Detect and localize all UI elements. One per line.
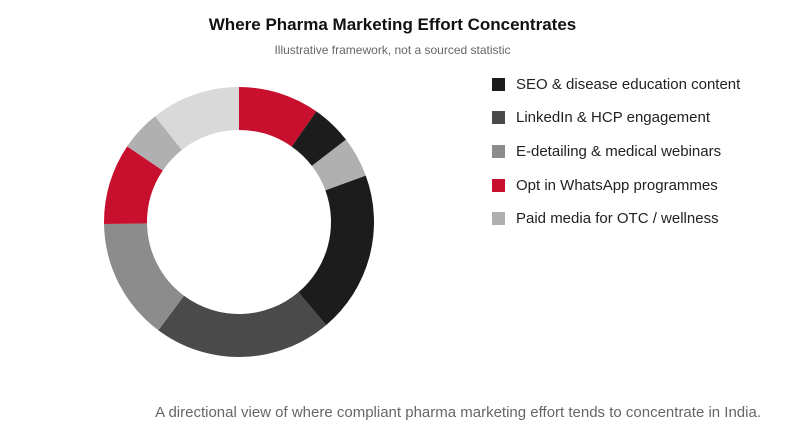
legend-swatch xyxy=(492,212,505,226)
legend-swatch xyxy=(492,77,505,91)
legend-label: LinkedIn & HCP engagement xyxy=(516,109,711,127)
legend-item: Paid media for OTC / wellness xyxy=(492,209,740,229)
donut-slice-3 xyxy=(311,139,366,191)
donut-slice-7 xyxy=(104,146,163,225)
legend-item: Opt in WhatsApp programmes xyxy=(492,175,740,195)
legend-label: Paid media for OTC / wellness xyxy=(516,210,719,228)
donut-slice-4 xyxy=(298,175,375,326)
chart-caption: A directional view of where compliant ph… xyxy=(155,404,761,421)
legend-item: SEO & disease education content xyxy=(492,74,740,94)
legend-label: E-detailing & medical webinars xyxy=(516,142,722,160)
donut-slice-8 xyxy=(127,116,182,171)
legend-item: LinkedIn & HCP engagement xyxy=(492,108,740,128)
legend-item: E-detailing & medical webinars xyxy=(492,141,740,161)
donut-slice-6 xyxy=(104,223,185,331)
donut-slice-5 xyxy=(158,292,327,357)
legend-swatch xyxy=(492,111,505,125)
legend-label: Opt in WhatsApp programmes xyxy=(516,176,718,194)
donut-slice-2 xyxy=(291,111,346,166)
chart-legend: SEO & disease education content LinkedIn … xyxy=(492,74,740,242)
legend-swatch xyxy=(492,144,505,158)
donut-slices xyxy=(104,87,375,357)
donut-slice-9 xyxy=(155,87,239,150)
chart-title: Where Pharma Marketing Effort Concentrat… xyxy=(208,15,577,34)
chart-subtitle: Illustrative framework, not a sourced st… xyxy=(274,43,511,57)
donut-slice-1 xyxy=(239,87,317,147)
legend-label: SEO & disease education content xyxy=(516,75,741,93)
legend-swatch xyxy=(492,178,505,192)
